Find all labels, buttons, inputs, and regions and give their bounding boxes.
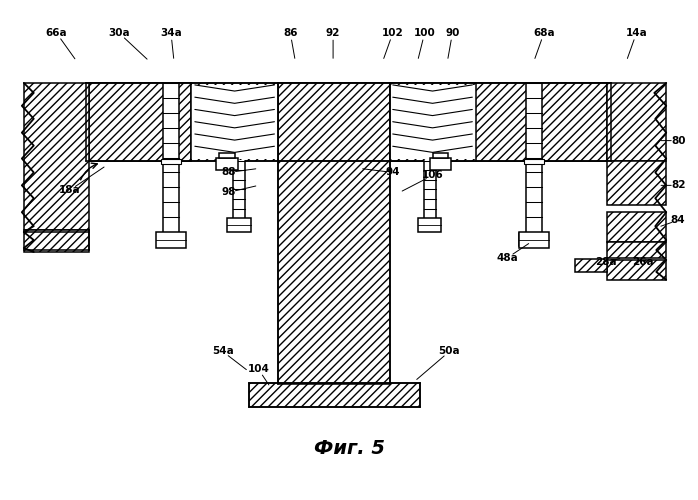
Bar	[87, 83, 611, 160]
Bar	[24, 83, 89, 230]
Text: Фиг. 5: Фиг. 5	[313, 440, 385, 458]
Text: 88: 88	[221, 168, 236, 177]
Text: 106: 106	[422, 170, 443, 180]
Text: 26a: 26a	[632, 257, 654, 267]
Bar	[227, 218, 251, 232]
Text: 34a: 34a	[160, 28, 182, 38]
Text: 82: 82	[671, 180, 685, 190]
Text: 102: 102	[382, 28, 403, 38]
Bar	[429, 158, 452, 170]
Text: 30a: 30a	[108, 28, 130, 38]
Bar	[519, 232, 549, 248]
Bar	[607, 160, 666, 205]
Bar	[524, 158, 544, 164]
Text: 84: 84	[671, 215, 685, 225]
Bar	[424, 160, 436, 218]
Text: 28a: 28a	[595, 257, 616, 267]
Bar	[519, 233, 541, 246]
Text: 66a: 66a	[46, 28, 68, 38]
Bar	[156, 232, 186, 248]
Text: 104: 104	[248, 364, 269, 374]
Bar	[607, 260, 666, 280]
Text: 100: 100	[414, 28, 436, 38]
Text: 54a: 54a	[211, 346, 234, 356]
Bar	[218, 152, 235, 158]
Bar	[526, 83, 542, 232]
Text: 80: 80	[671, 136, 685, 145]
Bar	[607, 212, 666, 242]
Text: 98: 98	[221, 188, 236, 198]
Text: 18a: 18a	[59, 186, 80, 196]
Bar	[216, 158, 237, 170]
Bar	[163, 83, 179, 232]
Bar	[279, 160, 389, 384]
Bar	[607, 83, 666, 160]
Bar	[607, 242, 666, 258]
Text: 48a: 48a	[496, 253, 518, 263]
Bar	[389, 83, 607, 160]
Text: 14a: 14a	[625, 28, 647, 38]
Bar	[417, 218, 441, 232]
Bar	[89, 83, 191, 160]
Bar	[248, 384, 419, 407]
Bar	[24, 230, 89, 252]
Bar	[389, 85, 476, 158]
Text: 86: 86	[283, 28, 297, 38]
Bar	[232, 160, 244, 218]
Bar	[279, 83, 389, 160]
Text: 68a: 68a	[533, 28, 555, 38]
Text: 92: 92	[326, 28, 341, 38]
Bar	[161, 158, 181, 164]
Text: 90: 90	[445, 28, 459, 38]
Bar	[433, 152, 448, 158]
Text: 94: 94	[385, 168, 400, 177]
Bar	[191, 85, 279, 158]
Text: 50a: 50a	[438, 346, 460, 356]
Bar	[574, 259, 607, 272]
